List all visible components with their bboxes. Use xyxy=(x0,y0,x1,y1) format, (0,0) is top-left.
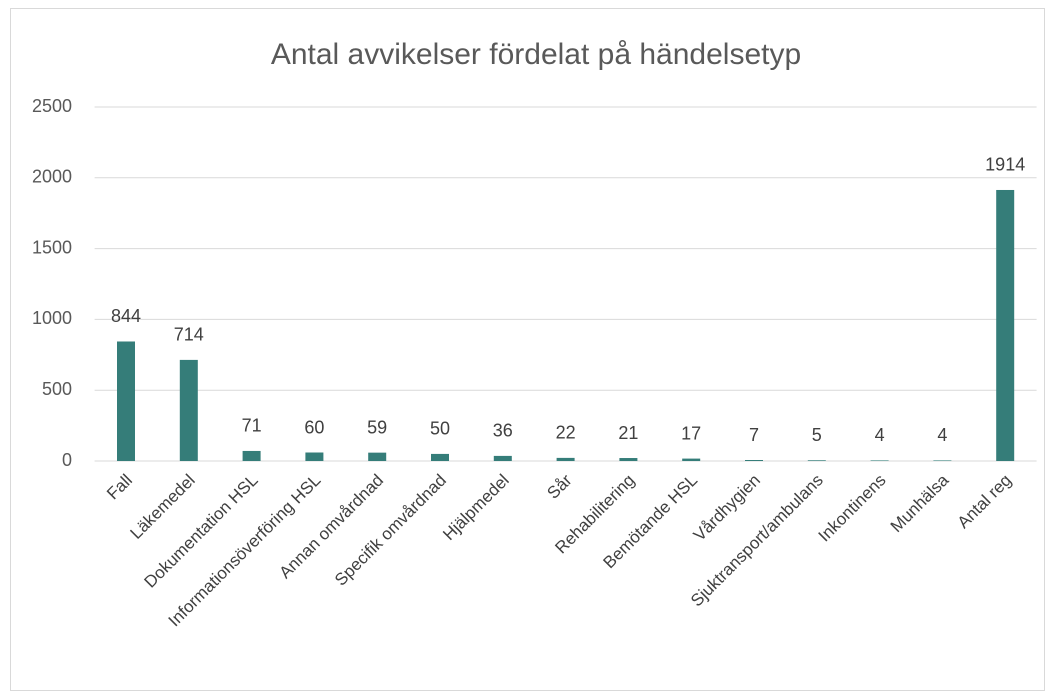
data-label: 4 xyxy=(937,425,947,445)
data-label: 36 xyxy=(493,421,513,441)
chart-title: Antal avvikelser fördelat på händelsetyp xyxy=(271,38,801,71)
data-label: 714 xyxy=(174,325,204,345)
y-tick-label: 1000 xyxy=(32,308,72,328)
data-label: 60 xyxy=(304,417,324,437)
y-tick-label: 2000 xyxy=(32,167,72,187)
y-tick-label: 1500 xyxy=(32,237,72,257)
data-label: 4 xyxy=(875,425,885,445)
bar xyxy=(305,452,324,461)
bar xyxy=(493,455,512,461)
y-tick-label: 2500 xyxy=(32,96,72,116)
bar xyxy=(368,452,387,461)
chart-border xyxy=(10,8,1045,691)
data-label: 21 xyxy=(618,423,638,443)
bar xyxy=(745,460,763,461)
data-label: 59 xyxy=(367,417,387,437)
bar xyxy=(682,458,701,461)
bar xyxy=(807,460,826,461)
data-label: 17 xyxy=(681,423,701,443)
data-label: 5 xyxy=(812,425,822,445)
bar xyxy=(179,359,198,461)
bar xyxy=(996,189,1015,461)
bar xyxy=(117,341,135,461)
y-tick-label: 500 xyxy=(42,379,72,399)
y-tick-label: 0 xyxy=(62,450,72,470)
bar xyxy=(431,453,449,461)
bar xyxy=(933,460,952,461)
data-label: 1914 xyxy=(985,155,1025,175)
data-label: 844 xyxy=(111,306,141,326)
bar xyxy=(556,457,575,461)
data-label: 7 xyxy=(749,425,759,445)
bar xyxy=(870,460,889,461)
bar xyxy=(619,458,638,461)
bar xyxy=(242,450,261,461)
data-label: 50 xyxy=(430,419,450,439)
data-label: 71 xyxy=(242,416,262,436)
data-label: 22 xyxy=(556,423,576,443)
